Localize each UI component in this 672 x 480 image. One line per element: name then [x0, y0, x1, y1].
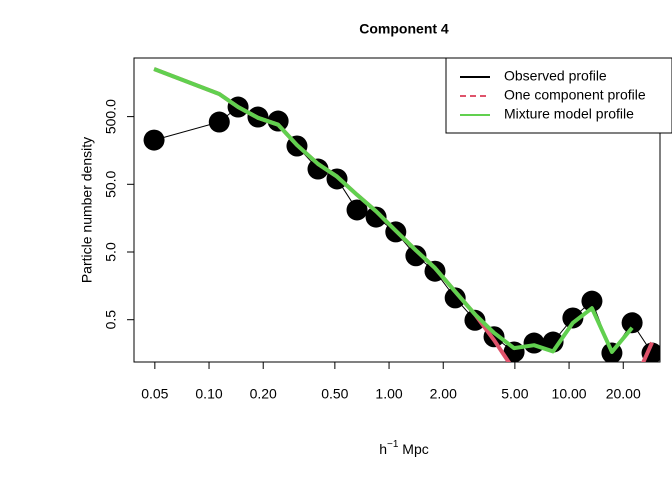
point [143, 129, 165, 151]
plot-box [133, 57, 661, 363]
x-tick-label: 0.20 [250, 386, 277, 402]
legend-label: One component profile [504, 87, 646, 103]
x-tick-label: 2.00 [430, 386, 457, 402]
x-label-unit: Mpc [398, 441, 428, 457]
y-tick-label: 0.5 [103, 310, 119, 330]
point [208, 111, 230, 133]
chart-title: Component 4 [359, 21, 449, 37]
y-tick-label: 50.0 [103, 170, 119, 197]
y-axis-label: Particle number density [79, 137, 95, 283]
legend-label: Mixture model profile [504, 106, 634, 122]
series-line [641, 341, 654, 362]
plot-area [143, 67, 660, 362]
x-tick-label: 10.00 [552, 386, 587, 402]
point [365, 206, 387, 228]
x-tick-label: 5.00 [501, 386, 528, 402]
x-label-base: h [379, 441, 387, 457]
x-tick-label: 0.10 [195, 386, 222, 402]
point [267, 110, 289, 132]
x-tick-label: 20.00 [606, 386, 641, 402]
x-axis-label: h−1 Mpc [379, 439, 429, 457]
x-tick-label: 1.00 [375, 386, 402, 402]
legend-label: Observed profile [504, 68, 607, 84]
point [621, 312, 643, 334]
x-tick-label: 0.05 [141, 386, 168, 402]
x-tick-label: 0.50 [321, 386, 348, 402]
y-tick-label: 500.0 [103, 99, 119, 134]
point [523, 332, 545, 354]
series-line [153, 67, 634, 354]
x-label-sup: −1 [387, 439, 399, 450]
point [581, 290, 603, 312]
point [444, 287, 466, 309]
point [346, 199, 368, 221]
point [405, 245, 427, 267]
y-tick-label: 5.0 [103, 242, 119, 262]
point [464, 309, 486, 331]
point [562, 307, 584, 329]
point [307, 158, 329, 180]
